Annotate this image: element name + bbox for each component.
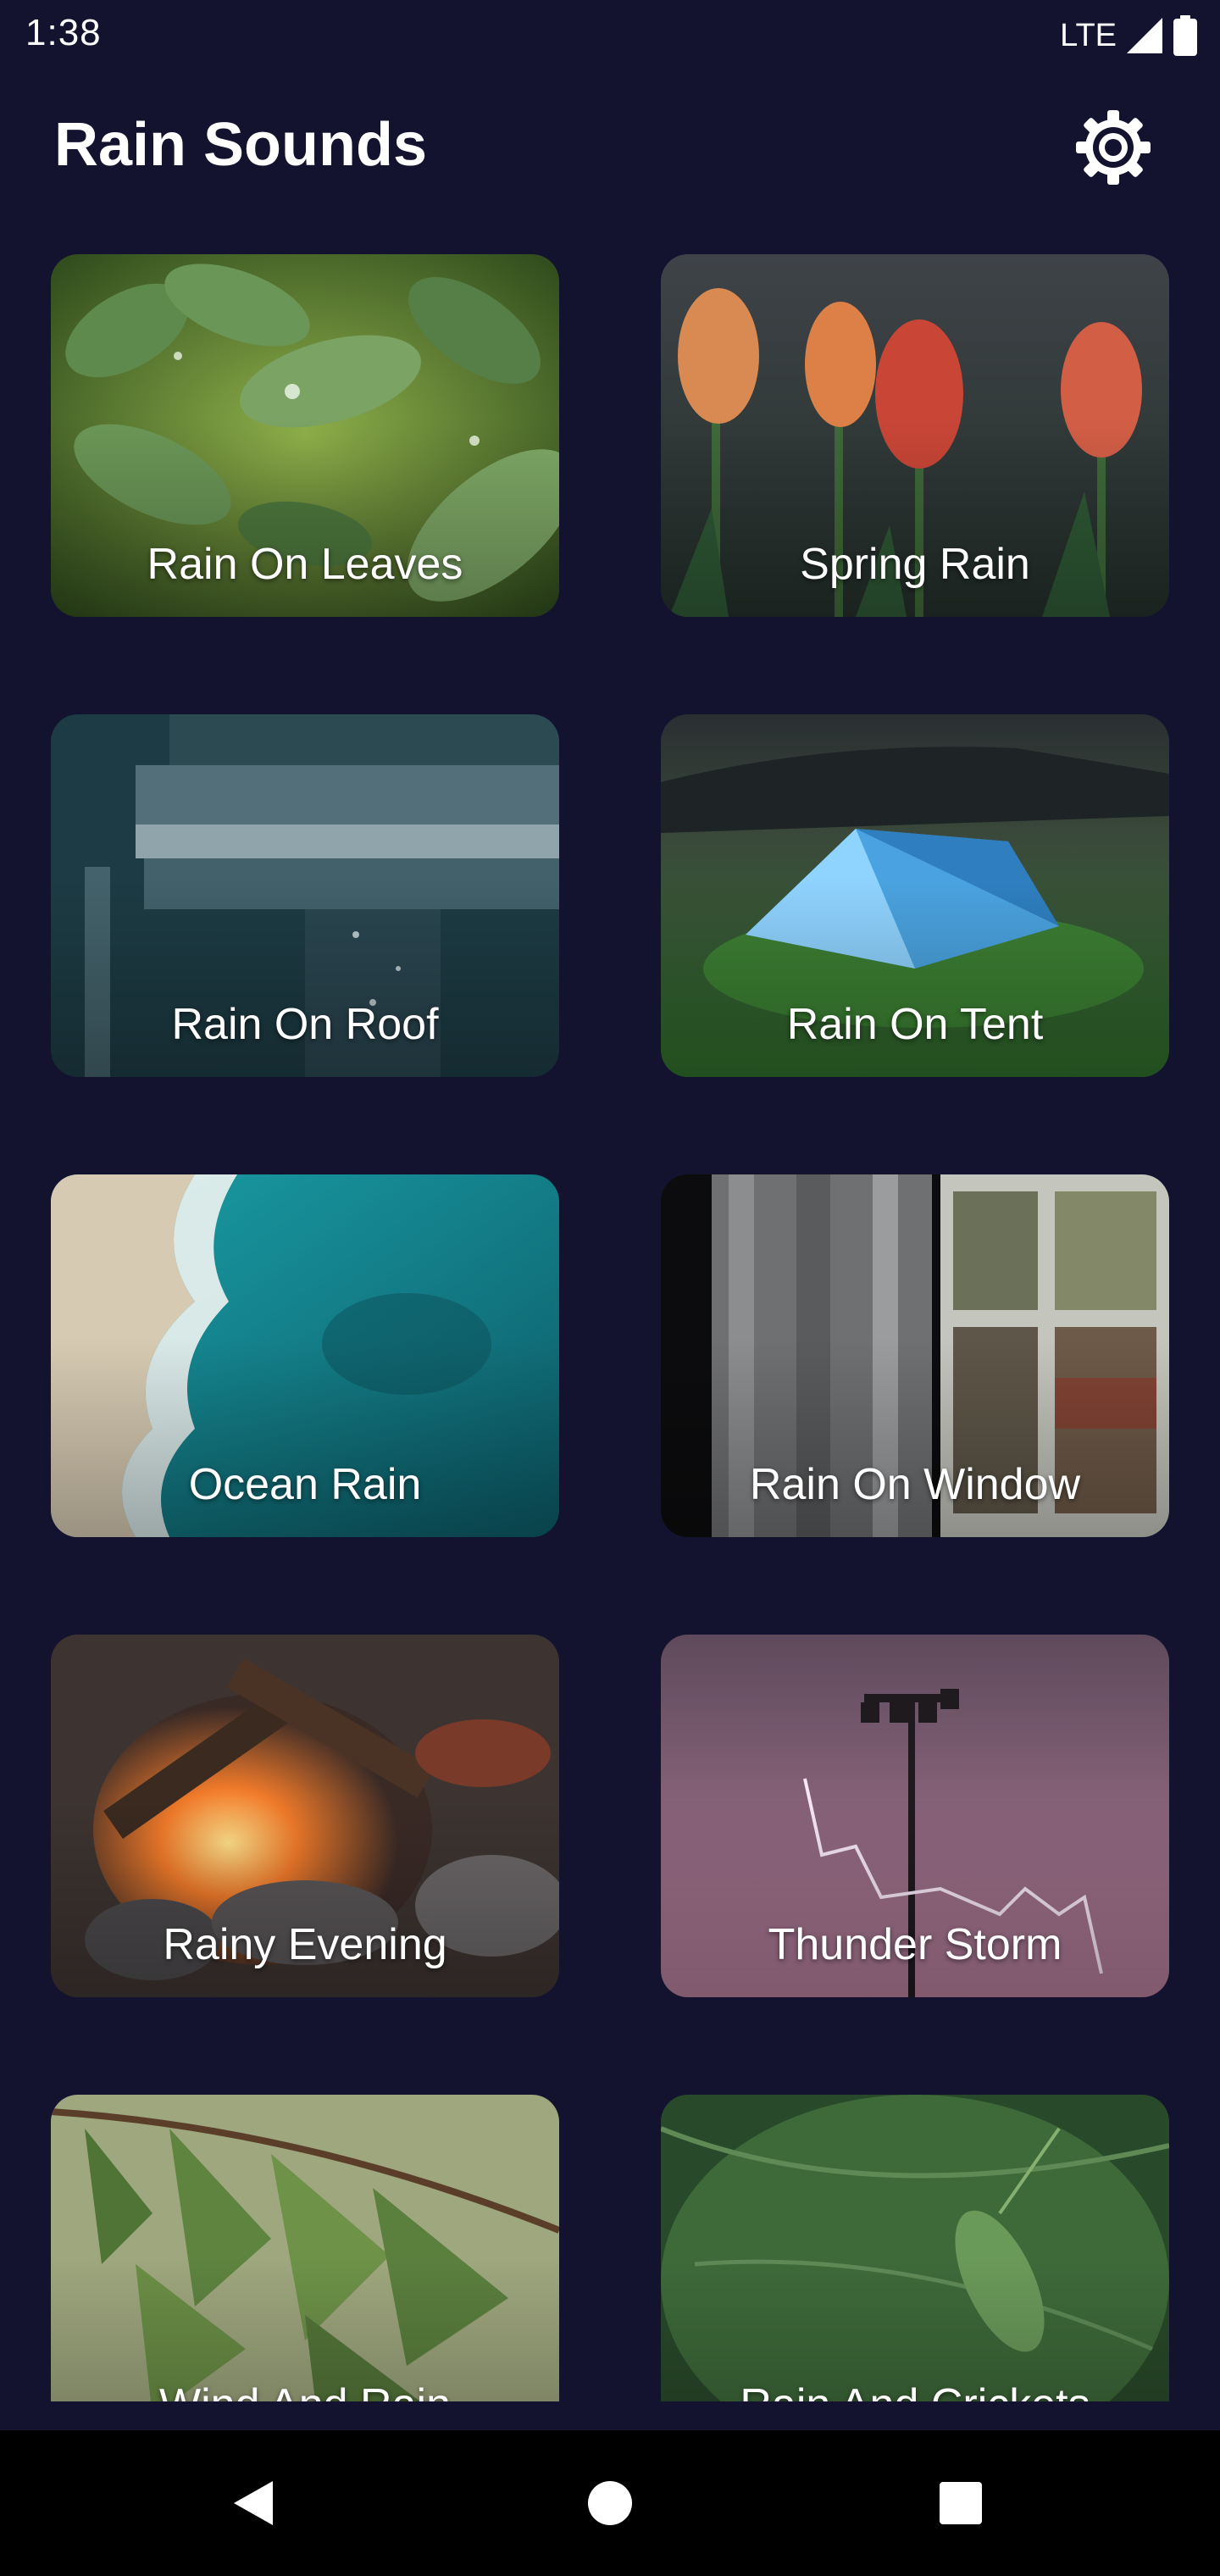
sound-card-label: Rain And Crickets [661, 2379, 1169, 2401]
card-shade [51, 714, 559, 1077]
sound-card-rain-on-leaves[interactable]: Rain On Leaves [51, 254, 559, 617]
battery-icon [1173, 15, 1197, 56]
card-shade [661, 1635, 1169, 1997]
nav-back-button[interactable] [212, 2461, 297, 2545]
sound-card-label: Rainy Evening [163, 1920, 447, 1969]
sound-card-rainy-evening[interactable]: Rainy Evening [51, 1635, 559, 1997]
settings-gear-icon [1076, 110, 1151, 185]
sound-card-label: Thunder Storm [768, 1920, 1062, 1969]
card-shade [661, 254, 1169, 617]
nav-home-button[interactable] [568, 2461, 652, 2545]
cricket-thumbnail [661, 2095, 1169, 2401]
page-title: Rain Sounds [54, 111, 428, 179]
sound-card-label: Ocean Rain [188, 1460, 422, 1509]
sound-card-label: Rain On Leaves [147, 540, 463, 589]
status-time: 1:38 [25, 12, 102, 53]
card-shade [661, 2095, 1169, 2401]
sound-grid[interactable]: Rain On Leaves [0, 220, 1220, 2401]
status-bar: 1:38 LTE [0, 0, 1220, 71]
nav-recents-button[interactable] [918, 2461, 1003, 2545]
sound-card-rain-on-tent[interactable]: Rain On Tent [661, 714, 1169, 1077]
sound-card-ocean-rain[interactable]: Ocean Rain [51, 1174, 559, 1537]
tent-thumbnail [661, 714, 1169, 1077]
sound-card-label: Spring Rain [800, 540, 1030, 589]
card-shade [51, 1174, 559, 1537]
sound-card-thunder-storm[interactable]: Thunder Storm [661, 1635, 1169, 1997]
window-thumbnail [661, 1174, 1169, 1537]
sound-card-rain-on-window[interactable]: Rain On Window [661, 1174, 1169, 1537]
pine-thumbnail [51, 2095, 559, 2401]
home-circle-icon [588, 2481, 632, 2525]
tulips-thumbnail [661, 254, 1169, 617]
fire-thumbnail [51, 1635, 559, 1997]
recents-square-icon [940, 2482, 982, 2524]
sound-card-label: Rain On Tent [786, 1000, 1044, 1049]
sound-card-rain-and-crickets[interactable]: Rain And Crickets [661, 2095, 1169, 2401]
card-shade [661, 1174, 1169, 1537]
settings-button[interactable] [1071, 105, 1156, 190]
sound-card-rain-on-roof[interactable]: Rain On Roof [51, 714, 559, 1077]
network-type: LTE [1060, 17, 1117, 53]
sound-card-label: Wind And Rain [51, 2379, 559, 2401]
sound-card-label: Rain On Window [749, 1460, 1081, 1509]
system-nav-bar [0, 2430, 1220, 2576]
roof-thumbnail [51, 714, 559, 1077]
sound-card-spring-rain[interactable]: Spring Rain [661, 254, 1169, 617]
ocean-thumbnail [51, 1174, 559, 1537]
sound-card-label: Rain On Roof [171, 1000, 439, 1049]
leaves-thumbnail [51, 254, 559, 617]
back-triangle-icon [234, 2481, 273, 2525]
sound-card-wind-and-rain[interactable]: Wind And Rain [51, 2095, 559, 2401]
status-icons: LTE [1060, 14, 1198, 58]
storm-thumbnail [661, 1635, 1169, 1997]
card-shade [51, 1635, 559, 1997]
signal-icon [1127, 18, 1162, 53]
card-shade [51, 254, 559, 617]
card-shade [51, 2095, 559, 2401]
card-shade [661, 714, 1169, 1077]
